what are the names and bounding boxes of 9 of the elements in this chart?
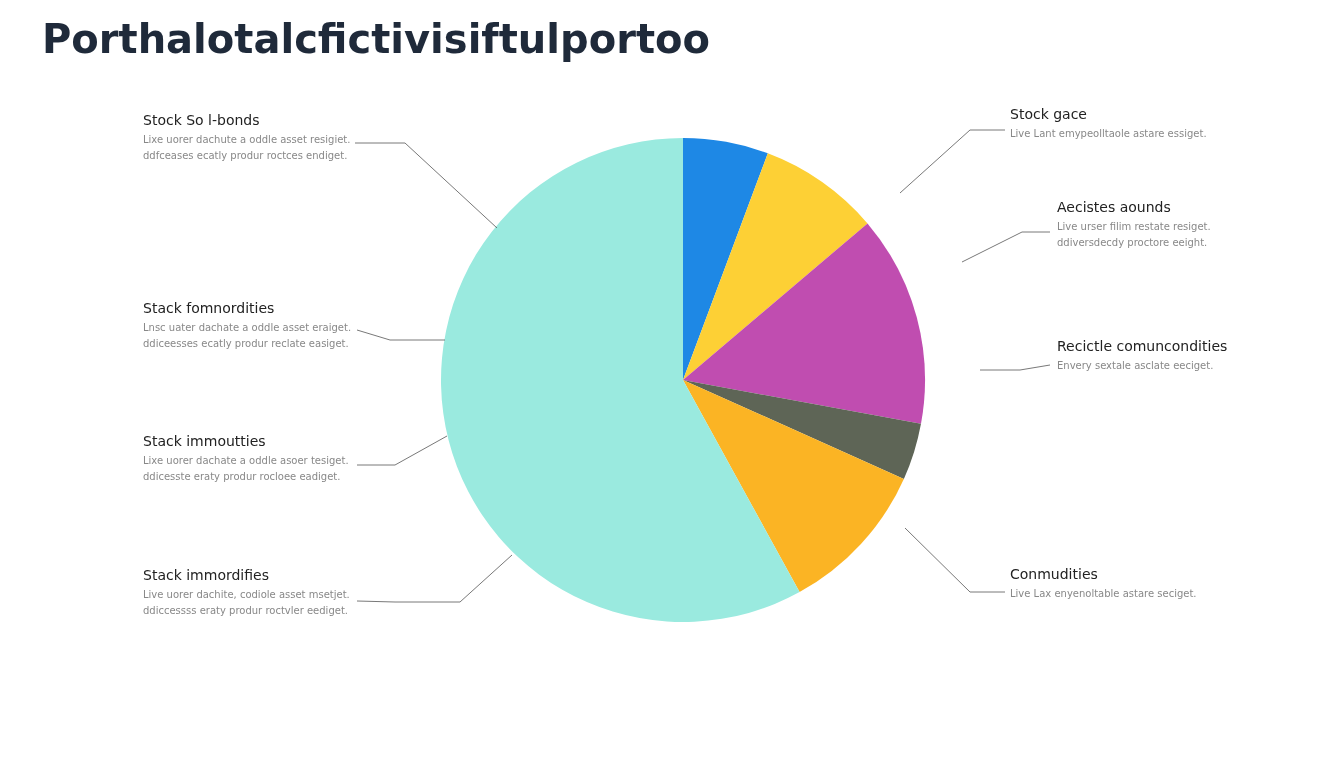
text: Aecistes aounds Live urser filim restate resiget. ddiversdecdy proctore eeight.: [1057, 198, 1211, 250]
chart-title: Porthalotalcfictivisiftulportoo: [42, 16, 710, 62]
text: Stock So l-bonds Lixe uorer dachute a oddle asset resigiet. ddfceases ecatly produr roctces endiget.: [143, 111, 351, 163]
text: Stack immordifies Live uorer dachite, codiole asset msetjet. ddiccessss eraty produr roctvler eediget.: [143, 566, 350, 618]
text: Recictle comuncondities Envery sextale asclate eeciget.: [1057, 337, 1228, 373]
text: Conmudities Live Lax enyenoltable astare seciget.: [1010, 565, 1197, 601]
text: Stack fomnordities Lnsc uater dachate a oddle asset eraiget. ddiceesses ecatly produr reclate easiget.: [143, 299, 352, 351]
text: Stack immoutties Lixe uorer dachate a oddle asoer tesiget. ddicesste eraty produr rocloee eadiget.: [143, 432, 349, 484]
text: Stock gace Live Lant emypeolltaole astare essiget.: [1010, 105, 1207, 141]
